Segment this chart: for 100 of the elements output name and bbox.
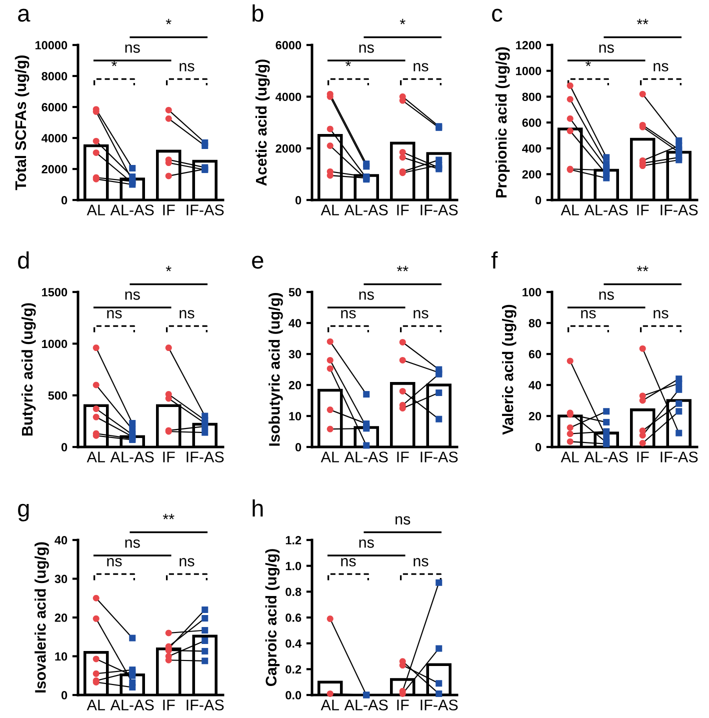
- y-tick-label: 20: [528, 412, 542, 420]
- y-tick-label: 6000: [42, 103, 68, 112]
- x-tick-label: IF: [397, 204, 409, 216]
- chart-title: f: [491, 251, 498, 268]
- y-tick-label: 2000: [276, 144, 302, 153]
- y-tick-label: 80: [528, 319, 542, 328]
- y-tick-label: 1500: [42, 288, 68, 296]
- x-tick-label: IF-AS: [420, 452, 458, 462]
- y-tick-label: 40: [288, 319, 302, 328]
- text: **: [396, 266, 408, 272]
- chart-title: c: [492, 8, 502, 22]
- x-tick-label: AL: [86, 204, 105, 216]
- x-tick-label: AL-AS: [110, 452, 154, 462]
- x-tick-label: IF: [163, 700, 175, 710]
- y-axis-title: Isovaleric acid (ug/g): [34, 542, 49, 692]
- y-tick-label: 0.0: [286, 691, 302, 700]
- y-tick-label: 400: [522, 144, 542, 153]
- x-tick-label: AL-AS: [110, 700, 154, 710]
- y-tick-label: 200: [522, 170, 542, 179]
- y-tick-label: 0: [61, 691, 68, 700]
- annotation: ns: [414, 63, 428, 72]
- x-tick-label: AL-AS: [584, 204, 628, 216]
- annotation: ns: [125, 291, 140, 300]
- y-tick-label: 0: [295, 196, 302, 204]
- text: **: [636, 18, 648, 24]
- x-tick-label: AL: [320, 700, 339, 710]
- y-tick-label: 10000: [36, 41, 68, 50]
- y-tick-label: 0.6: [286, 614, 302, 622]
- y-tick-label: 20: [288, 381, 302, 390]
- annotation: ns: [581, 310, 596, 318]
- x-tick-label: IF-AS: [186, 204, 224, 216]
- x-tick-label: AL-AS: [110, 204, 154, 216]
- y-tick-label: 8000: [42, 72, 68, 80]
- y-tick-label: 60: [528, 350, 542, 358]
- text: ns: [396, 516, 410, 525]
- annotation: ns: [341, 558, 356, 566]
- x-tick-label: IF-AS: [420, 204, 458, 216]
- annotation: ns: [180, 558, 194, 566]
- annotation: *: [586, 60, 591, 66]
- y-tick-label: 4000: [42, 134, 68, 142]
- x-tick-label: AL: [320, 452, 339, 462]
- annotation: ns: [125, 539, 140, 548]
- y-axis-title: Total SCFAs (ug/g): [14, 55, 30, 190]
- y-tick-label: 600: [522, 118, 542, 127]
- chart-title: a: [18, 8, 30, 22]
- y-tick-label: 1.2: [286, 536, 302, 544]
- y-tick-label: 10: [55, 652, 68, 661]
- y-tick-label: 10: [289, 412, 302, 420]
- annotation: *: [346, 60, 351, 66]
- x-tick-label: AL: [560, 452, 579, 462]
- y-tick-label: 0: [535, 443, 542, 452]
- y-tick-label: 0: [295, 443, 302, 452]
- y-tick-label: 40: [528, 381, 542, 390]
- text: **: [636, 266, 648, 272]
- x-tick-label: AL-AS: [584, 452, 628, 462]
- x-tick-label: AL: [560, 204, 579, 216]
- x-tick-label: IF-AS: [660, 452, 698, 462]
- y-tick-label: 0: [61, 196, 68, 204]
- y-tick-label: 1200: [516, 41, 542, 50]
- y-tick-label: 30: [288, 350, 302, 358]
- x-tick-label: AL-AS: [344, 700, 388, 710]
- annotation: ns: [359, 44, 374, 53]
- y-tick-label: 20: [54, 614, 68, 622]
- y-tick-label: 0: [61, 443, 68, 452]
- y-tick-label: 6000: [276, 41, 302, 50]
- annotation: ns: [414, 310, 428, 318]
- y-axis-title: Valeric acid (ug/g): [502, 304, 516, 435]
- annotation: ns: [359, 539, 374, 548]
- y-tick-label: 800: [522, 92, 542, 102]
- x-tick-label: IF-AS: [186, 452, 224, 462]
- annotation: ns: [107, 558, 122, 566]
- annotation: ns: [125, 44, 140, 53]
- x-tick-label: IF-AS: [420, 700, 458, 710]
- x-tick-label: AL: [86, 700, 105, 710]
- x-tick-label: AL: [86, 452, 105, 462]
- text: *: [400, 18, 406, 24]
- x-tick-label: AL-AS: [344, 204, 388, 216]
- chart-title: g: [18, 504, 29, 522]
- chart-title: h: [252, 499, 263, 516]
- x-tick-label: IF: [637, 452, 649, 462]
- x-tick-label: IF: [397, 700, 409, 710]
- chart-title: b: [252, 4, 264, 22]
- chart-title: d: [18, 251, 29, 269]
- x-tick-label: IF-AS: [660, 204, 698, 216]
- y-axis-title: Isobutyric acid (ug/g): [268, 293, 283, 446]
- y-tick-label: 0.2: [286, 665, 302, 674]
- y-tick-label: 1000: [42, 340, 68, 348]
- annotation: *: [112, 60, 117, 66]
- y-tick-label: 30: [54, 574, 68, 584]
- x-tick-label: AL-AS: [344, 452, 388, 462]
- text: **: [162, 514, 174, 520]
- y-tick-label: 0.4: [286, 639, 302, 648]
- y-axis-title: Caproic acid (ug/g): [265, 549, 280, 686]
- y-tick-label: 50: [288, 288, 302, 296]
- annotation: ns: [180, 310, 194, 318]
- y-tick-label: 4000: [276, 92, 302, 102]
- y-tick-label: 40: [54, 536, 68, 544]
- y-axis-title: Propionic acid (ug/g): [495, 47, 510, 198]
- y-tick-label: 0: [535, 196, 542, 204]
- x-tick-label: AL: [320, 204, 339, 216]
